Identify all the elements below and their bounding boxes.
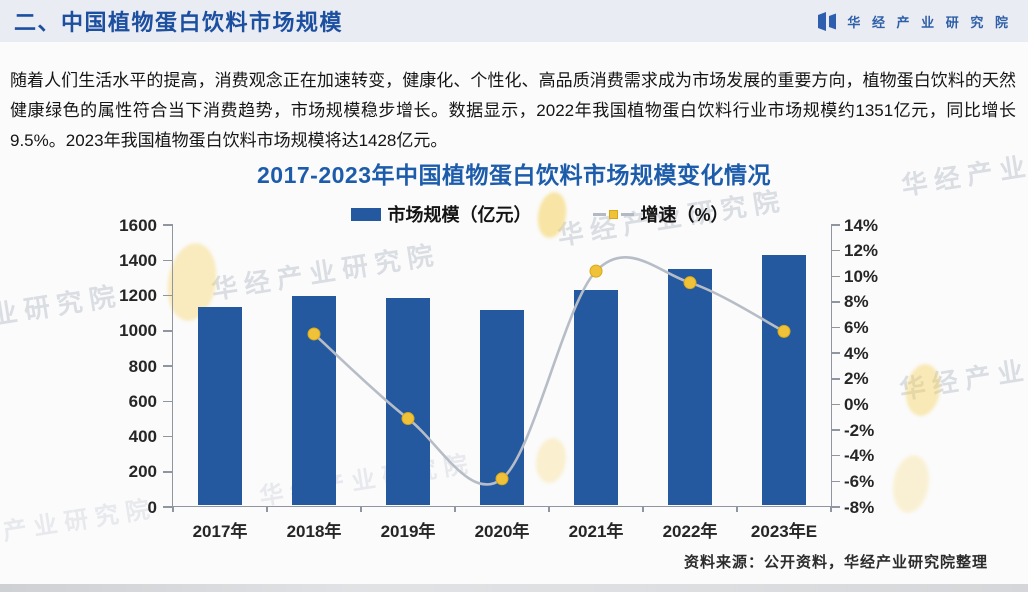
bar-2023年E [762, 255, 806, 506]
y-axis-left-tick [163, 435, 172, 438]
y-axis-left-tick [163, 471, 172, 473]
source-note: 资料来源：公开资料，华经产业研究院整理 [683, 554, 988, 571]
y-axis-left-label: 400 [128, 427, 157, 446]
x-axis-label: 2018年 [286, 522, 342, 541]
y-axis-right-label: 2% [844, 369, 869, 389]
bar-2021年 [574, 289, 618, 506]
bottom-edge-strip [0, 584, 1028, 592]
brand-name: 华 经 产 业 研 究 院 [847, 14, 1012, 30]
y-axis-right-tick [831, 224, 840, 226]
legend-line-swatch [593, 209, 635, 219]
y-axis-right-label: 4% [844, 343, 869, 363]
x-axis-tick [454, 507, 456, 512]
x-axis-line [171, 505, 832, 507]
x-axis-label: 2021年 [568, 522, 624, 541]
bar-2020年 [480, 310, 524, 506]
x-axis-tick [642, 507, 644, 512]
legend-dash-icon [621, 212, 635, 216]
x-axis-tick [548, 507, 550, 512]
y-axis-right-tick [831, 403, 840, 406]
growth-marker [589, 264, 603, 278]
y-axis-right-tick [831, 506, 840, 508]
y-axis-left-tick [163, 400, 172, 402]
y-axis-left-label: 1200 [119, 286, 157, 305]
chart-title: 2017-2023年中国植物蛋白饮料市场规模变化情况 [257, 162, 771, 188]
y-axis-right-label: 10% [844, 266, 879, 286]
y-axis-left-tick [163, 294, 172, 297]
y-axis-right-tick [831, 352, 840, 354]
y-axis-left-tick [163, 259, 172, 261]
intro-paragraph: 随着人们生活水平的提高，消费观念正在加速转变，健康化、个性化、高品质消费需求成为… [10, 71, 1016, 150]
y-axis-right-label: 0% [844, 394, 869, 414]
legend-label: 市场规模（亿元） [387, 205, 532, 225]
y-axis-left-label: 800 [128, 356, 157, 376]
x-axis-label: 2022年 [662, 522, 718, 541]
y-axis-right-tick [831, 480, 840, 483]
growth-line [313, 256, 785, 486]
y-axis-right-tick [831, 275, 840, 278]
y-axis-left-label: 1000 [119, 321, 157, 341]
y-axis-right-label: 14% [844, 215, 879, 235]
y-axis-left-label: 1400 [119, 250, 157, 270]
y-axis-right-label: -8% [844, 497, 875, 517]
y-axis-left-tick [163, 365, 172, 367]
brand-logo-icon [817, 11, 840, 31]
legend-item-growth: 增速（%） [593, 201, 729, 227]
x-axis-label: 2019年 [380, 522, 436, 541]
legend-bar-swatch [351, 207, 382, 221]
y-axis-right-label: -6% [844, 471, 875, 491]
y-axis-right-label: 6% [844, 318, 869, 338]
section-title: 二、中国植物蛋白饮料市场规模 [14, 10, 344, 35]
y-axis-right-label: 12% [844, 241, 879, 261]
legend-item-market-size: 市场规模（亿元） [351, 201, 531, 227]
y-axis-right-tick [831, 378, 840, 380]
y-axis-left-tick [163, 330, 172, 332]
x-axis-tick [360, 507, 362, 512]
legend-label: 增速（%） [640, 205, 729, 225]
bar-2022年 [668, 268, 712, 506]
bar-2018年 [292, 295, 336, 506]
chart-legend: 市场规模（亿元） 增速（%） [26, 201, 1028, 227]
y-axis-right-line [830, 224, 832, 507]
x-axis-tick [172, 507, 174, 512]
y-axis-left-label: 0 [147, 497, 157, 517]
header-bar: 二、中国植物蛋白饮料市场规模 华 经 产 业 研 究 院 [0, 0, 1028, 42]
x-axis-tick [266, 507, 268, 512]
y-axis-left-label: 600 [128, 391, 157, 411]
legend-marker-icon [609, 209, 619, 219]
x-axis-label: 2017年 [192, 522, 248, 541]
x-axis-label: 2020年 [474, 522, 530, 541]
y-axis-right-tick [831, 454, 840, 457]
bar-2017年 [198, 306, 242, 506]
bar-2019年 [386, 297, 430, 506]
y-axis-left-label: 1600 [119, 215, 157, 235]
y-axis-right-label: -2% [844, 420, 875, 440]
y-axis-right-label: -4% [844, 446, 875, 466]
x-axis-tick [830, 507, 832, 512]
y-axis-left-tick [163, 224, 172, 226]
y-axis-right-tick [831, 249, 840, 252]
y-axis-right-tick [831, 429, 840, 431]
y-axis-left-label: 200 [128, 462, 157, 482]
y-axis-left-line [171, 224, 173, 507]
x-axis-label: 2023年E [750, 522, 818, 541]
y-axis-right-tick [831, 326, 840, 329]
y-axis-right-label: 8% [844, 292, 869, 312]
y-axis-left-tick [163, 506, 172, 508]
x-axis-tick [736, 507, 738, 512]
y-axis-right-tick [831, 301, 840, 303]
brand: 华 经 产 业 研 究 院 [817, 11, 1012, 31]
legend-dash-icon [593, 212, 607, 216]
